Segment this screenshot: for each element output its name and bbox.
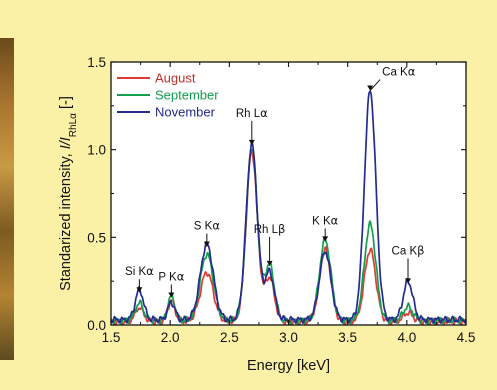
x-tick-label: 3.0	[279, 330, 298, 345]
y-tick-label: 0.5	[87, 230, 106, 245]
peak-label: P Kα	[158, 269, 184, 283]
y-axis-title: Standarized intensity, I/IRhLα [-]	[58, 96, 79, 291]
plot-frame	[110, 61, 467, 326]
y-axis-title-sep: /	[58, 139, 74, 146]
peak-arrow-head	[266, 260, 273, 266]
peak-arrow-head	[322, 236, 329, 242]
x-axis-title: Energy [keV]	[247, 358, 330, 374]
y-axis-title-main: Standarized intensity,	[58, 149, 74, 291]
legend-label: September	[155, 88, 219, 103]
peak-label: Rh Lα	[236, 106, 268, 120]
y-axis-title-unit: [-]	[58, 96, 74, 113]
peak-arrow-head	[248, 139, 255, 145]
peak-label: Si Kα	[125, 264, 154, 278]
peak-label: Rh Lβ	[254, 222, 286, 236]
side-photo-strip	[0, 38, 14, 360]
y-axis-title-num: I	[58, 145, 74, 149]
y-axis-title-den: I	[58, 137, 74, 141]
peak-arrow-head	[168, 292, 175, 298]
x-tick-label: 4.5	[457, 330, 476, 345]
x-tick-label: 3.5	[338, 330, 357, 345]
peak-label: Ca Kα	[382, 65, 416, 79]
peak-arrow-head	[203, 241, 210, 247]
peak-label: K Kα	[312, 213, 339, 227]
y-tick-label: 1.0	[87, 143, 106, 158]
y-tick-label: 1.5	[87, 55, 106, 70]
y-tick-label: 0.0	[87, 318, 106, 333]
x-tick-label: 2.5	[220, 330, 239, 345]
legend-label: August	[155, 71, 196, 86]
x-tick-label: 1.5	[102, 330, 121, 345]
y-axis-title-sub: RhLα	[68, 113, 79, 137]
x-tick-label: 4.0	[397, 330, 416, 345]
x-tick-label: 2.0	[161, 330, 180, 345]
legend-label: November	[155, 105, 216, 120]
peak-arrow	[369, 79, 381, 91]
peak-label: S Kα	[194, 219, 221, 233]
peak-arrow-head	[405, 278, 412, 284]
peak-arrow-head	[367, 85, 374, 91]
peak-arrow-head	[136, 287, 143, 293]
peak-label: Ca Kβ	[392, 243, 425, 257]
